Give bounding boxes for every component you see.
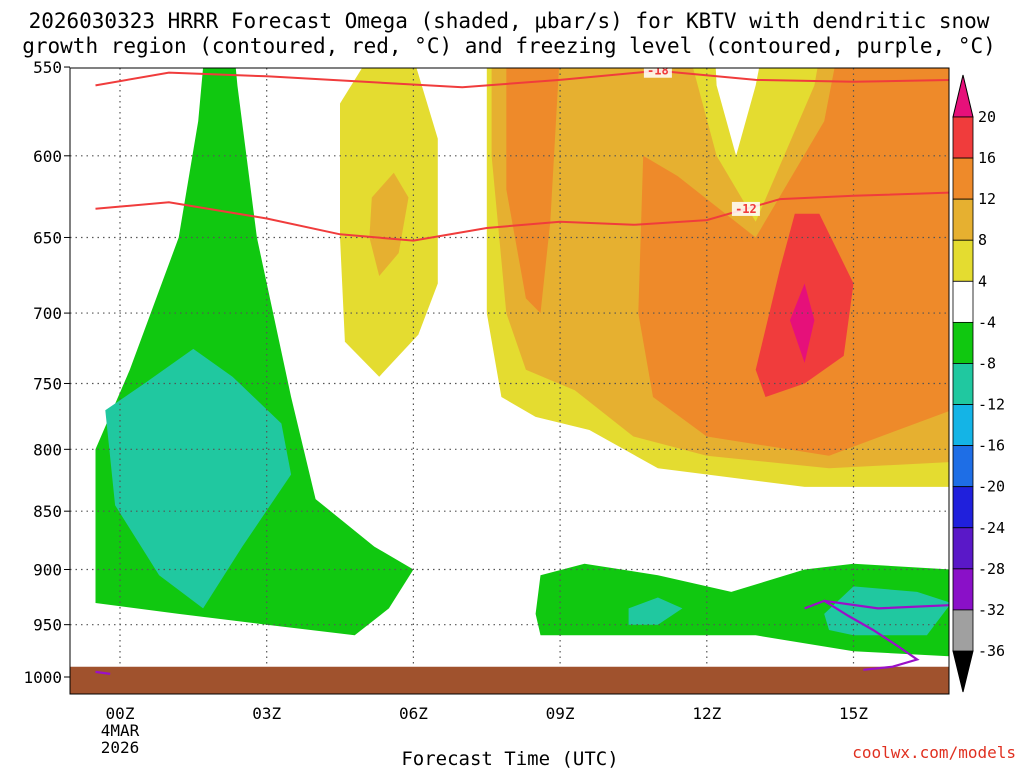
x-tick-year: 2026 <box>101 738 140 757</box>
shaded-region-14 <box>628 597 683 625</box>
shaded-region-16 <box>715 68 760 156</box>
y-tick-label: 900 <box>33 561 62 580</box>
shaded-region-10 <box>105 348 292 609</box>
x-tick-label: 09Z <box>546 704 575 723</box>
colorbar-label: -4 <box>978 313 996 331</box>
colorbar-label: 20 <box>978 108 996 126</box>
colorbar-swatch <box>952 568 974 611</box>
freezing-level-contour-1 <box>804 599 920 671</box>
dgz-contour-label: -18 <box>647 64 669 78</box>
y-tick-label: 600 <box>33 147 62 166</box>
credit-link[interactable]: coolwx.com/models <box>852 743 1016 762</box>
y-tick-label: 700 <box>33 304 62 323</box>
colorbar-label: 16 <box>978 149 996 167</box>
colorbar-swatch <box>952 609 974 652</box>
colorbar-label: -24 <box>978 519 1005 537</box>
colorbar-swatch <box>952 239 974 282</box>
y-tick-label: 750 <box>33 374 62 393</box>
y-tick-label: 950 <box>33 616 62 635</box>
x-axis-label: Forecast Time (UTC) <box>401 748 618 768</box>
x-tick-label: 00Z <box>106 704 135 723</box>
x-tick-label: 06Z <box>399 704 428 723</box>
dgz-contour-label: -12 <box>735 202 757 216</box>
colorbar-swatch <box>952 198 974 241</box>
y-tick-label: 1000 <box>23 668 62 687</box>
x-tick-label: 12Z <box>692 704 721 723</box>
y-tick-label: 550 <box>33 58 62 77</box>
shaded-region-5 <box>506 68 559 314</box>
y-tick-label: 850 <box>33 502 62 521</box>
x-tick-date: 4MAR <box>101 721 140 740</box>
colorbar-bottom-arrow <box>952 650 974 693</box>
dgz-contour--12 <box>95 191 949 242</box>
colorbar-label: -12 <box>978 396 1005 414</box>
shaded-region-15 <box>824 586 949 636</box>
y-tick-label: 800 <box>33 440 62 459</box>
x-tick-label: 03Z <box>252 704 281 723</box>
chart-title-line2: growth region (contoured, red, °C) and f… <box>22 34 996 58</box>
dgz-contour--18 <box>95 69 949 89</box>
colorbar-label: -28 <box>978 560 1005 578</box>
colorbar-label: 8 <box>978 231 987 249</box>
colorbar-swatch <box>952 363 974 405</box>
y-tick-label: 650 <box>33 228 62 247</box>
colorbar-label: -20 <box>978 478 1005 496</box>
shaded-region-8 <box>789 283 815 363</box>
colorbar-swatch <box>952 404 974 447</box>
chart-title-line1: 2026030323 HRRR Forecast Omega (shaded, … <box>29 9 990 33</box>
colorbar-swatch <box>952 280 974 323</box>
colorbar-swatch <box>952 445 974 488</box>
shaded-region-3 <box>369 172 409 276</box>
colorbar-label: 12 <box>978 190 996 208</box>
freezing-level-contour-0 <box>95 670 111 675</box>
colorbar-swatch <box>952 321 974 364</box>
colorbar-label: -16 <box>978 437 1005 455</box>
colorbar-label: -32 <box>978 601 1005 619</box>
colorbar-swatch <box>952 486 974 529</box>
freezing-level-contour-2 <box>824 599 949 610</box>
colorbar-top-arrow <box>952 74 974 118</box>
colorbar-swatch <box>952 527 974 570</box>
colorbar-label: 4 <box>978 272 987 290</box>
colorbar-label: -36 <box>978 642 1005 660</box>
x-tick-label: 15Z <box>839 704 868 723</box>
colorbar-swatch <box>952 116 974 159</box>
colorbar-swatch <box>952 157 974 200</box>
terrain <box>70 666 949 694</box>
colorbar-label: -8 <box>978 354 996 372</box>
